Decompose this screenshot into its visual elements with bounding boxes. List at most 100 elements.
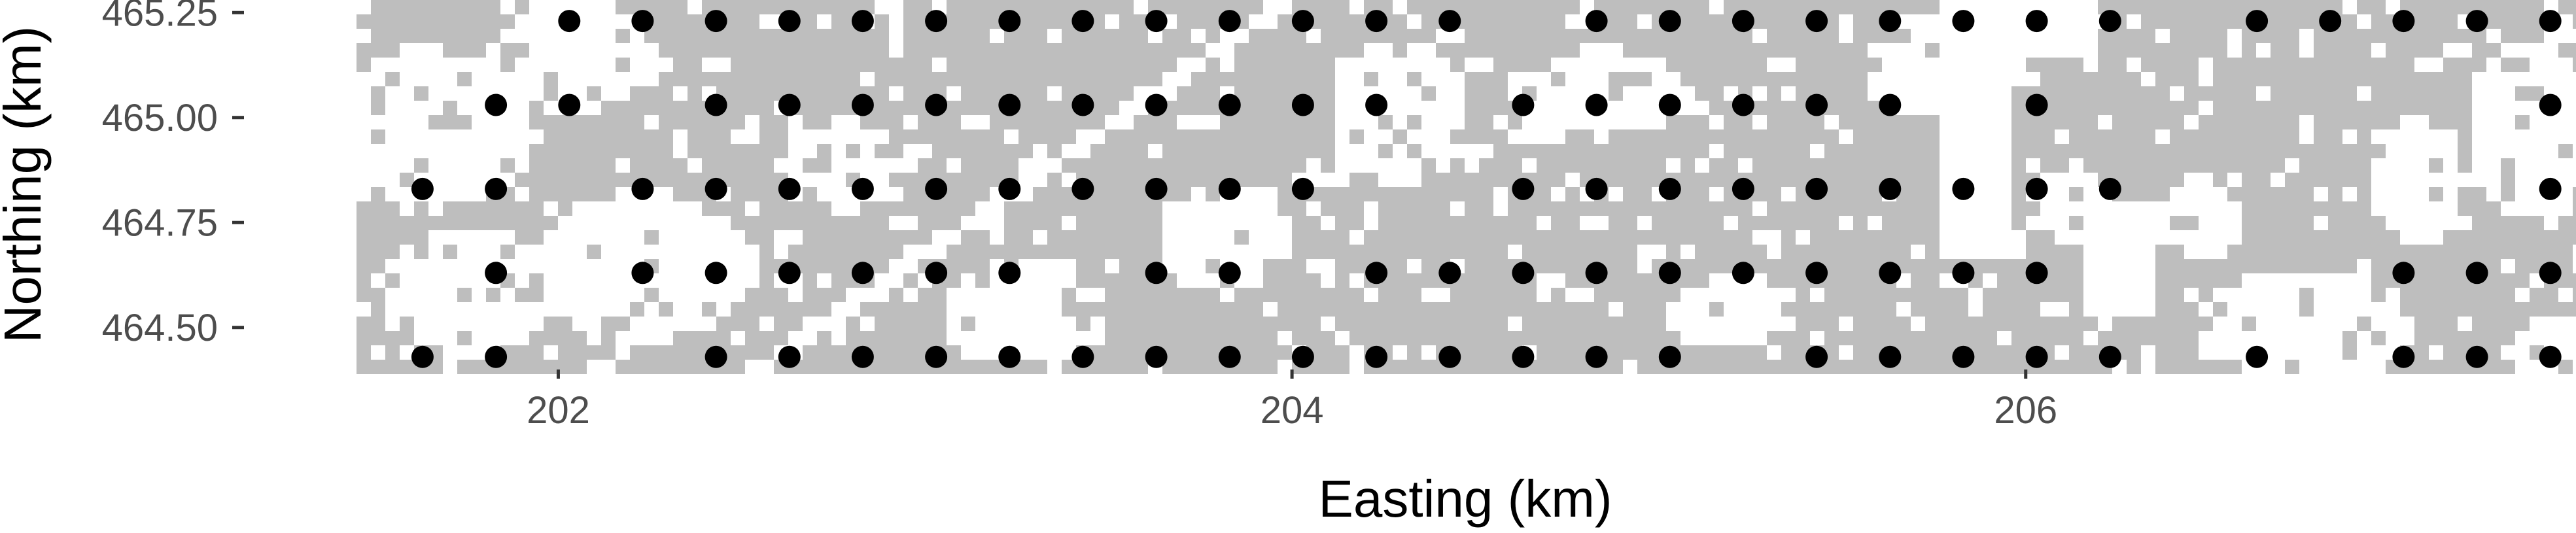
data-point bbox=[1658, 10, 1681, 33]
y-tick-label: 464.50 bbox=[102, 307, 218, 349]
data-point bbox=[1218, 345, 1241, 368]
data-point bbox=[2025, 10, 2048, 33]
data-point bbox=[778, 345, 801, 368]
data-point bbox=[1218, 94, 1241, 116]
data-point bbox=[1585, 94, 1608, 116]
data-point bbox=[1365, 262, 1388, 284]
data-point bbox=[778, 10, 801, 33]
data-point bbox=[1585, 177, 1608, 200]
data-point bbox=[2539, 262, 2562, 284]
data-point bbox=[631, 262, 654, 284]
data-point bbox=[1805, 177, 1828, 200]
data-point bbox=[1145, 94, 1168, 116]
data-point bbox=[485, 177, 508, 200]
data-point bbox=[925, 94, 948, 116]
data-point bbox=[1512, 262, 1535, 284]
data-point bbox=[2392, 10, 2415, 33]
data-point bbox=[998, 177, 1021, 200]
data-point bbox=[1218, 10, 1241, 33]
data-point bbox=[1071, 94, 1094, 116]
data-point bbox=[411, 177, 434, 200]
data-point bbox=[2465, 10, 2488, 33]
data-point bbox=[1658, 262, 1681, 284]
data-point bbox=[2465, 262, 2488, 284]
data-point bbox=[705, 94, 727, 116]
data-point bbox=[1805, 10, 1828, 33]
data-point bbox=[2025, 177, 2048, 200]
data-point bbox=[2025, 262, 2048, 284]
data-point bbox=[1291, 10, 1314, 33]
plot-panel bbox=[357, 0, 2576, 374]
data-point bbox=[1952, 10, 1975, 33]
data-point bbox=[558, 10, 581, 33]
data-point bbox=[1585, 10, 1608, 33]
y-axis-title: Northing (km) bbox=[0, 26, 52, 343]
data-point bbox=[2246, 10, 2269, 33]
data-point bbox=[1732, 262, 1754, 284]
data-point bbox=[2392, 262, 2415, 284]
data-point bbox=[2319, 10, 2342, 33]
data-point bbox=[998, 345, 1021, 368]
data-point bbox=[778, 262, 801, 284]
data-point bbox=[1365, 10, 1388, 33]
data-point bbox=[1732, 94, 1754, 116]
data-point bbox=[2098, 10, 2121, 33]
data-point bbox=[1291, 177, 1314, 200]
data-point bbox=[2098, 177, 2121, 200]
data-point bbox=[411, 345, 434, 368]
x-axis: 202 204 206 bbox=[527, 370, 2057, 432]
data-point bbox=[1145, 10, 1168, 33]
data-point bbox=[1291, 345, 1314, 368]
x-axis-title: Easting (km) bbox=[1319, 470, 1612, 528]
data-point bbox=[1952, 345, 1975, 368]
data-point bbox=[1805, 262, 1828, 284]
data-point bbox=[1879, 262, 1902, 284]
x-tick-label: 206 bbox=[1994, 389, 2057, 432]
data-point bbox=[485, 262, 508, 284]
data-point bbox=[2465, 345, 2488, 368]
x-tick-label: 202 bbox=[527, 389, 590, 432]
data-point bbox=[1658, 345, 1681, 368]
data-point bbox=[851, 262, 874, 284]
data-point bbox=[851, 10, 874, 33]
x-tick-label: 204 bbox=[1261, 389, 1324, 432]
data-point bbox=[998, 262, 1021, 284]
data-point bbox=[851, 177, 874, 200]
data-point bbox=[558, 94, 581, 116]
data-point bbox=[1805, 345, 1828, 368]
data-point bbox=[1879, 345, 1902, 368]
data-point bbox=[2539, 177, 2562, 200]
data-point bbox=[925, 262, 948, 284]
data-point bbox=[925, 10, 948, 33]
data-point bbox=[705, 10, 727, 33]
data-point bbox=[1071, 10, 1094, 33]
data-point bbox=[2539, 10, 2562, 33]
data-point bbox=[1879, 177, 1902, 200]
data-point bbox=[851, 345, 874, 368]
data-point bbox=[1145, 262, 1168, 284]
data-point bbox=[485, 345, 508, 368]
land-cover-raster bbox=[357, 0, 2576, 374]
y-tick-label: 465.00 bbox=[102, 97, 218, 139]
data-point bbox=[705, 345, 727, 368]
y-axis: 464.50 464.75 465.00 465.25 bbox=[102, 0, 244, 349]
data-point bbox=[631, 10, 654, 33]
y-tick-label: 464.75 bbox=[102, 201, 218, 244]
data-point bbox=[1658, 177, 1681, 200]
data-point bbox=[1145, 345, 1168, 368]
data-point bbox=[1952, 262, 1975, 284]
data-point bbox=[1952, 177, 1975, 200]
data-point bbox=[778, 177, 801, 200]
data-point bbox=[485, 94, 508, 116]
sample-points bbox=[411, 10, 2562, 368]
data-point bbox=[2539, 94, 2562, 116]
data-point bbox=[1365, 345, 1388, 368]
data-point bbox=[1438, 345, 1461, 368]
data-point bbox=[1512, 345, 1535, 368]
raster-cells bbox=[357, 0, 2576, 374]
data-point bbox=[778, 94, 801, 116]
data-point bbox=[2539, 345, 2562, 368]
data-point bbox=[1879, 94, 1902, 116]
data-point bbox=[1879, 10, 1902, 33]
data-point bbox=[1071, 177, 1094, 200]
